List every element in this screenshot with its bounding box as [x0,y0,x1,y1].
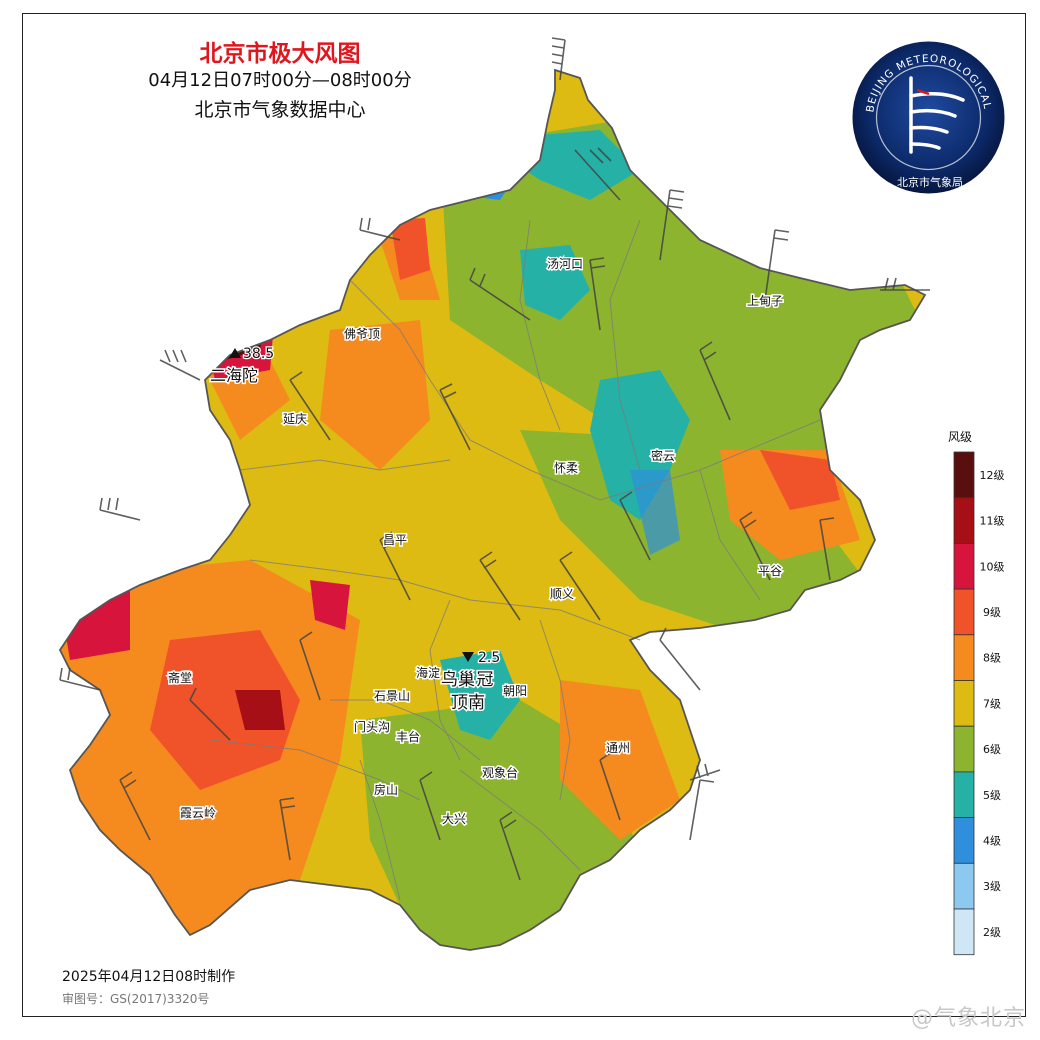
legend-label: 6级 [983,743,1001,756]
legend-swatch [953,543,975,590]
legend-swatch [953,817,975,864]
legend-label: 5级 [983,789,1001,802]
label-xiayunling: 霞云岭 [180,806,216,820]
label-foyeding: 佛爷顶 [344,327,380,341]
label-huairou: 怀柔 [554,461,578,475]
wind-level-legend: 风级 12级 11级 10级 9级 8级 7级 6级 5级 4级 3级 2级 [948,430,1005,956]
label-fangshan: 房山 [374,782,398,797]
label-pinggu: 平谷 [758,564,782,578]
legend-swatch [953,908,975,956]
label-tanghekou: 汤河口 [547,257,583,271]
map-title: 北京市极大风图 [199,41,361,67]
legend-swatch [953,725,975,773]
made-at: 2025年04月12日08时制作 [62,969,236,985]
legend-swatch [953,634,975,681]
weibo-watermark: @气象北京 [910,1006,1026,1031]
min-wind-station-suffix: 冠 [477,670,494,690]
organization-name: 北京市气象数据中心 [194,99,366,121]
label-chaoyang: 朝阳 [503,684,527,698]
label-miyun: 密云 [651,448,675,463]
label-zhaitang: 斋堂 [168,670,192,685]
label-fengtai: 丰台 [396,729,420,744]
label-shunyi: 顺义 [550,587,574,601]
legend-label: 4级 [983,834,1001,847]
legend-label: 8级 [983,652,1001,665]
label-shangdianzi: 上甸子 [747,294,783,308]
label-yanqing: 延庆 [283,412,307,426]
legend-label: 9级 [983,606,1001,619]
label-haidian: 海淀 [416,665,440,680]
legend-swatch [953,588,975,636]
legend-label: 3级 [983,880,1001,893]
legend-label: 10级 [980,560,1005,573]
legend-swatch [953,497,975,544]
legend-title: 风级 [948,430,972,444]
legend-swatch [953,862,975,910]
label-mentougou: 门头沟 [354,719,390,734]
label-tongzhou: 通州 [606,741,630,755]
logo-bureau-text: 北京市气象局 [897,175,963,189]
min-wind-value: 2.5 [478,650,500,666]
wind-barbs [59,37,930,881]
legend-label: 12级 [980,469,1005,482]
legend-label: 7级 [983,697,1001,710]
max-wind-marker: 38.5 二海陀 [208,345,275,387]
max-wind-value: 38.5 [243,346,274,362]
max-wind-station: 二海陀 [210,366,258,385]
label-daxing: 大兴 [442,812,466,826]
legend-swatch [953,771,975,819]
legend-label: 11级 [980,515,1005,528]
legend-label: 2级 [983,926,1001,939]
legend-swatch [953,451,975,499]
min-wind-marker: 2.5 鸟巢 冠 顶南 [440,649,502,715]
review-number: 审图号：GS(2017)3320号 [62,992,210,1006]
min-wind-station-line2: 顶南 [451,693,485,713]
label-shijingshan: 石景山 [374,689,410,703]
min-wind-station-line1: 鸟巢 [441,670,475,690]
legend-swatch [953,680,975,727]
time-range: 04月12日07时00分—08时00分 [148,70,412,91]
label-guanxiangtai: 观象台 [482,765,518,780]
label-changping: 昌平 [383,533,407,547]
bms-logo: BEIJING METEOROLOGICAL SERVICE 北京市气象局 [851,40,1005,194]
